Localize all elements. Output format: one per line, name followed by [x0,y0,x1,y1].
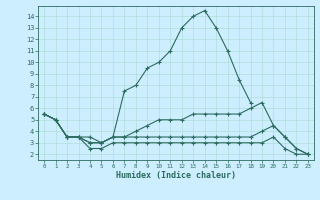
X-axis label: Humidex (Indice chaleur): Humidex (Indice chaleur) [116,171,236,180]
